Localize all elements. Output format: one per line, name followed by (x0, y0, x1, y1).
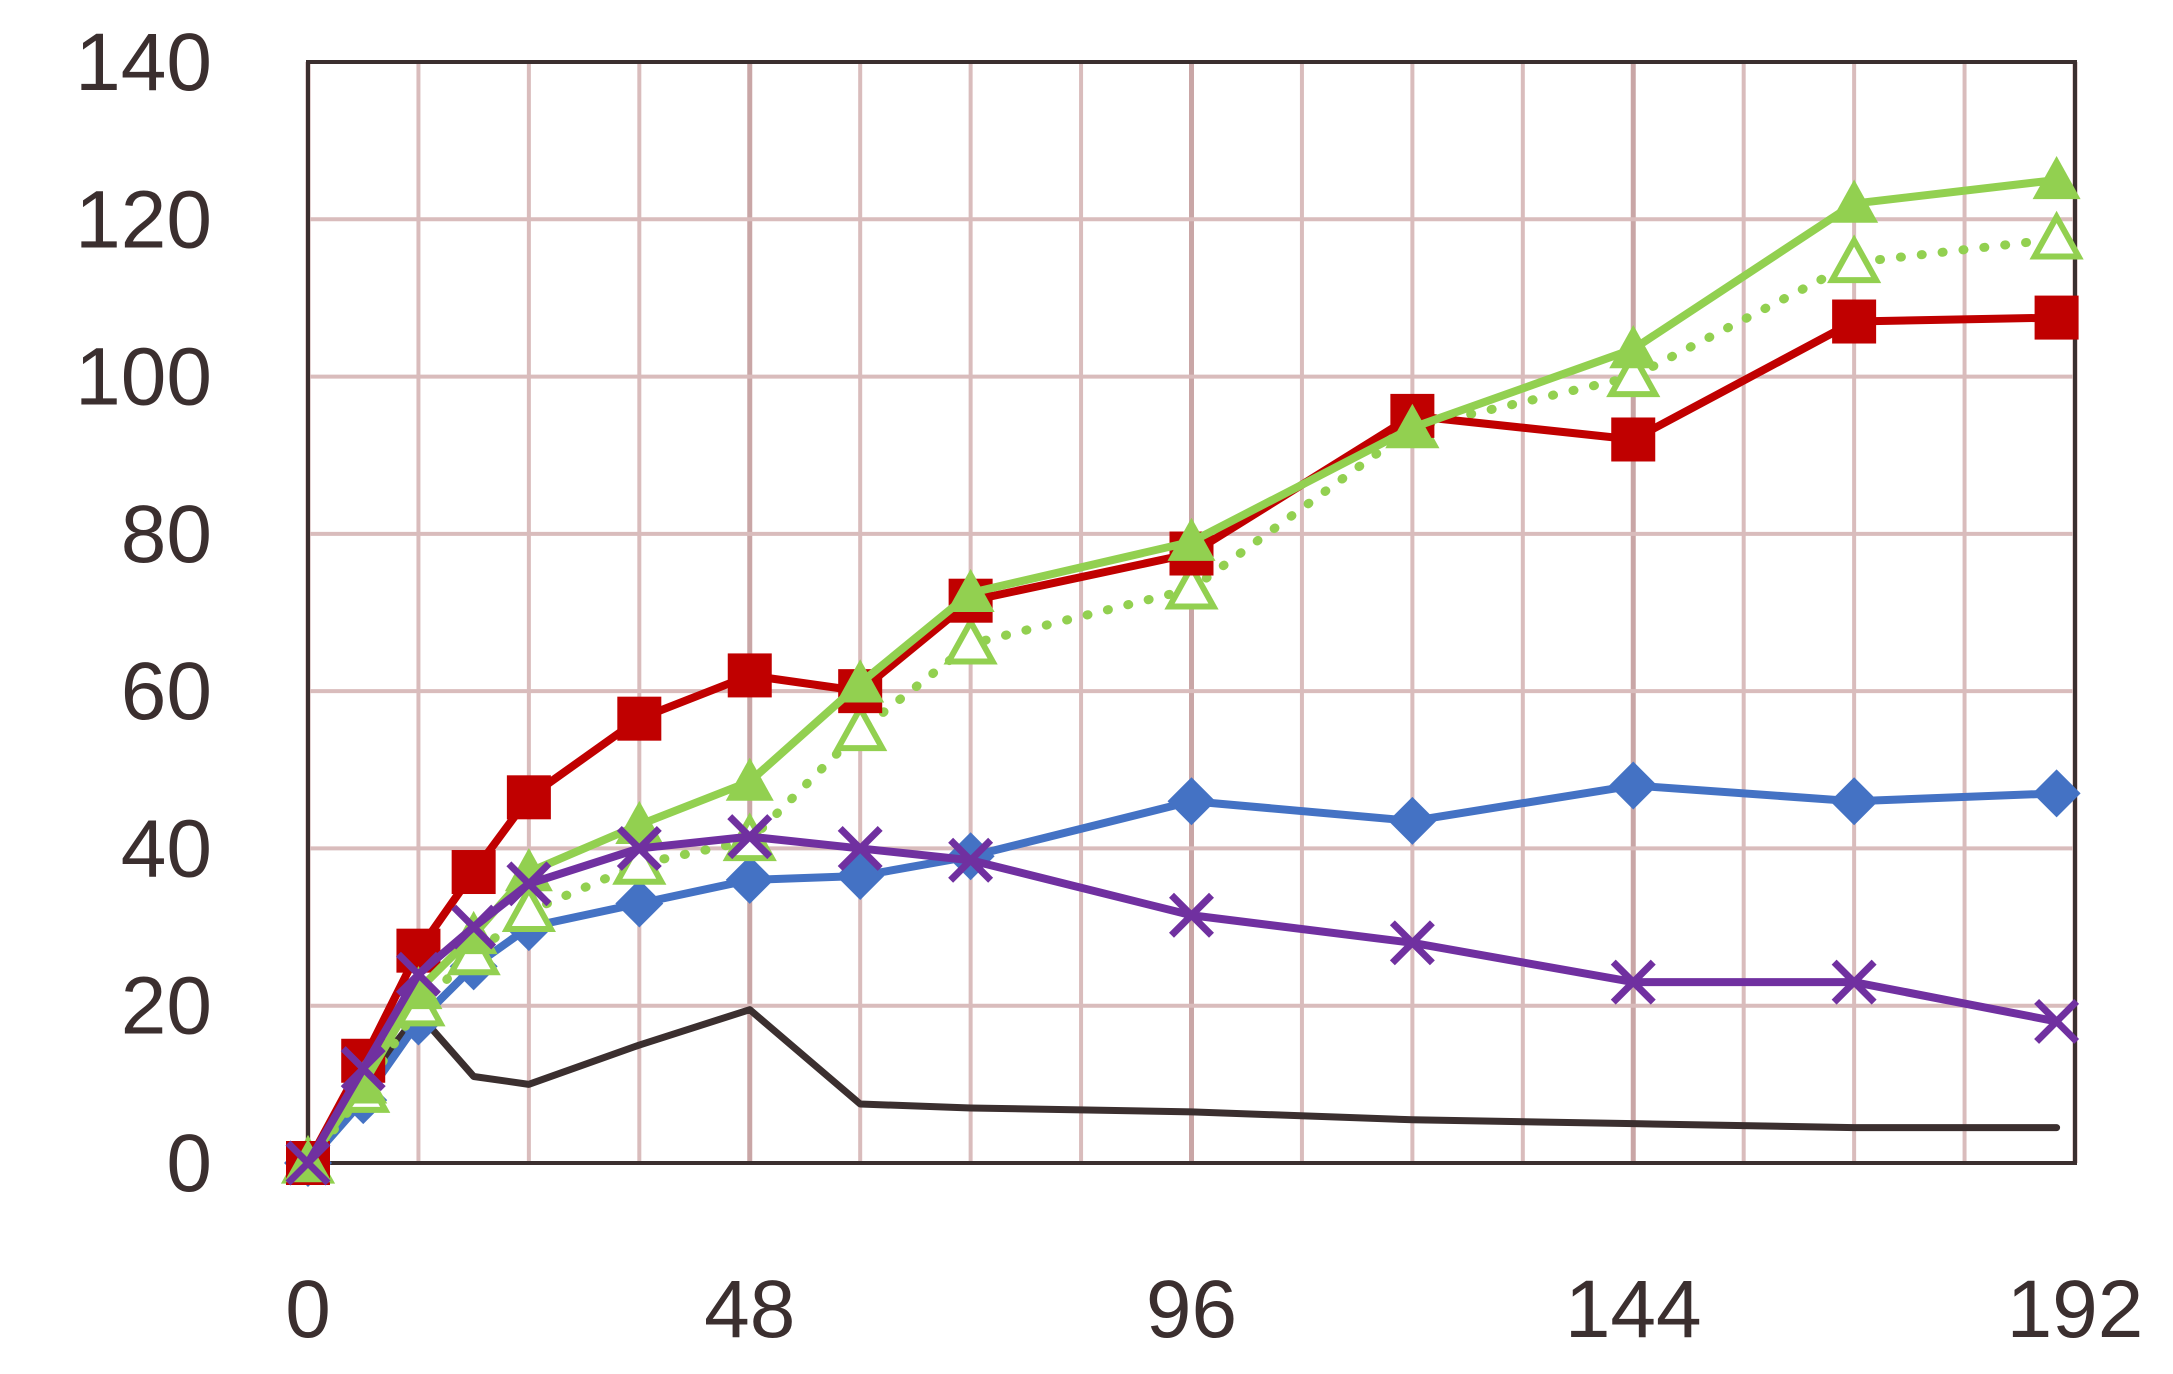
y-tick-label: 60 (121, 646, 212, 737)
y-tick-label: 80 (121, 489, 212, 580)
plot-area-frame (306, 60, 2077, 1165)
data-point-triangle (2032, 155, 2081, 200)
y-axis: 0 20 40 60 80 100 120 140 (75, 17, 212, 1209)
y-tick-label: 100 (75, 332, 212, 423)
data-point-triangle (946, 568, 995, 613)
data-point-square (727, 653, 772, 698)
data-point-triangle (1830, 179, 1879, 223)
y-tick-label: 20 (121, 961, 212, 1052)
data-point-triangle-open (1827, 234, 1882, 284)
y-tick-label: 140 (75, 17, 212, 108)
data-point-triangle (1388, 403, 1437, 447)
data-point-triangle (836, 659, 885, 703)
data-point-triangle-open (943, 615, 998, 665)
data-point-triangle (1609, 325, 1658, 369)
data-point-x (948, 837, 994, 883)
data-point-x (727, 814, 773, 860)
data-point-x (506, 861, 552, 907)
data-point-triangle-open (1164, 560, 1219, 610)
data-point-square (2034, 295, 2079, 340)
data-point-diamond (1388, 796, 1437, 845)
series-4-line (303, 234, 2062, 1168)
data-point-square (617, 696, 662, 741)
data-point-triangle (725, 757, 774, 801)
y-tick-label: 40 (121, 803, 212, 894)
x-tick-label: 96 (1146, 1264, 1237, 1355)
data-point-x (616, 825, 662, 871)
data-point-x (837, 825, 883, 871)
data-point-diamond (725, 855, 774, 904)
y-tick-label: 0 (166, 1118, 212, 1209)
x-tick-label: 48 (704, 1264, 795, 1355)
data-point-square (1611, 417, 1656, 462)
series-group (280, 155, 2084, 1187)
x-tick-label: 192 (2007, 1264, 2144, 1355)
series-2 (286, 295, 2079, 1185)
data-point-diamond (615, 879, 664, 928)
data-point-x (1169, 892, 1214, 938)
data-point-triangle (1167, 517, 1216, 561)
x-axis: 0 48 96 144 192 (285, 1264, 2143, 1355)
data-point-square (506, 775, 551, 820)
data-point-x (2034, 998, 2080, 1044)
data-point-diamond (1830, 777, 1879, 826)
data-point-x (451, 904, 497, 950)
data-point-diamond (1167, 777, 1216, 826)
x-tick-label: 0 (285, 1264, 331, 1355)
data-point-diamond (2032, 769, 2081, 818)
y-tick-label: 120 (75, 174, 212, 265)
data-point-x (340, 1046, 386, 1092)
data-point-x (1610, 959, 1656, 1005)
x-tick-label: 144 (1565, 1264, 1702, 1355)
data-point-x (395, 951, 441, 997)
data-point-triangle-open (2029, 210, 2084, 260)
data-point-square (1832, 299, 1877, 344)
data-point-x (1389, 920, 1435, 966)
data-point-triangle-open (833, 702, 888, 752)
data-point-triangle-open (501, 883, 556, 932)
data-point-x (285, 1140, 331, 1186)
data-point-diamond (1609, 761, 1658, 810)
series-5 (285, 814, 2080, 1186)
data-point-x (1831, 959, 1877, 1005)
data-point-square (451, 850, 496, 895)
data-point-triangle-open (1606, 348, 1661, 398)
